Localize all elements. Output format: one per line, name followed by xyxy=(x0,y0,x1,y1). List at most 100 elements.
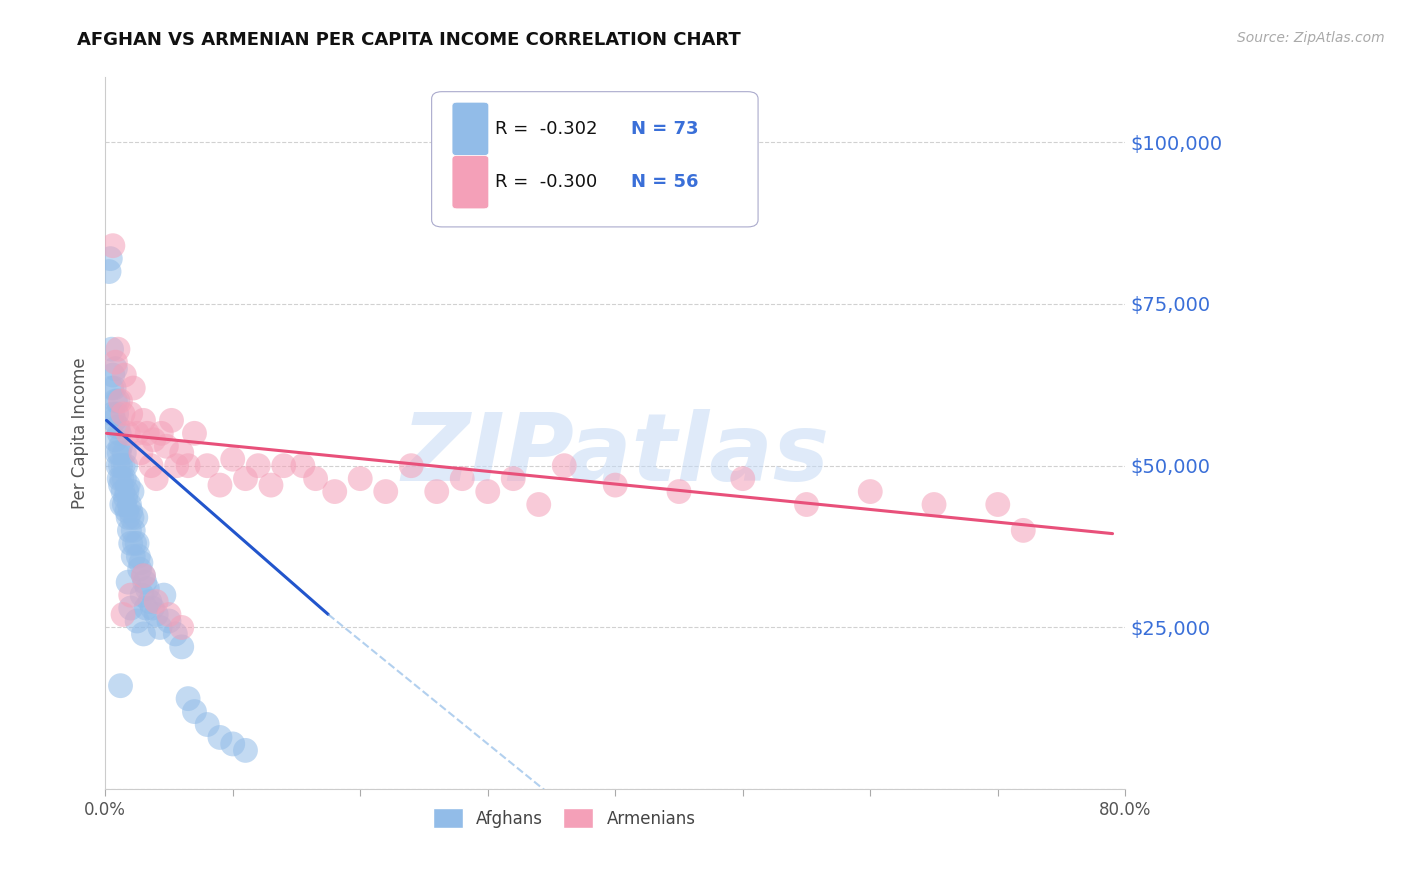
Point xyxy=(153,588,176,602)
Point xyxy=(117,575,139,590)
Point xyxy=(1012,524,1035,538)
Point xyxy=(157,614,180,628)
Point xyxy=(108,426,131,441)
Point xyxy=(155,439,177,453)
Text: N = 73: N = 73 xyxy=(630,120,697,138)
Point xyxy=(101,238,124,252)
Point xyxy=(121,484,143,499)
Point xyxy=(115,504,138,518)
Point xyxy=(323,484,346,499)
Point xyxy=(141,601,163,615)
Point xyxy=(165,627,187,641)
Text: N = 56: N = 56 xyxy=(630,173,697,191)
Point xyxy=(668,484,690,499)
Point xyxy=(195,717,218,731)
Point xyxy=(98,252,121,266)
Point xyxy=(105,446,128,460)
Point xyxy=(139,458,162,473)
Point xyxy=(100,381,122,395)
Point xyxy=(103,413,125,427)
Point xyxy=(125,510,148,524)
Point xyxy=(145,594,167,608)
Point xyxy=(111,498,134,512)
Point xyxy=(157,607,180,622)
Point xyxy=(426,484,449,499)
Point xyxy=(107,458,129,473)
Point xyxy=(177,458,200,473)
Point xyxy=(135,601,157,615)
Point xyxy=(166,458,188,473)
Point xyxy=(112,368,135,383)
Point xyxy=(208,731,231,745)
Point xyxy=(107,394,129,409)
Point xyxy=(235,743,257,757)
Point xyxy=(104,394,127,409)
Point xyxy=(922,498,945,512)
Point xyxy=(112,446,135,460)
Point xyxy=(114,491,136,505)
Point xyxy=(553,458,575,473)
Text: Source: ZipAtlas.com: Source: ZipAtlas.com xyxy=(1237,31,1385,45)
Point xyxy=(235,472,257,486)
Point xyxy=(222,452,245,467)
Point xyxy=(127,549,149,564)
Point xyxy=(195,458,218,473)
Point xyxy=(132,627,155,641)
Point xyxy=(120,588,142,602)
Point xyxy=(117,478,139,492)
Point xyxy=(502,472,524,486)
Point xyxy=(115,484,138,499)
Point xyxy=(104,433,127,447)
Point xyxy=(132,568,155,582)
Point xyxy=(120,407,142,421)
Point xyxy=(291,458,314,473)
Point xyxy=(987,498,1010,512)
Legend: Afghans, Armenians: Afghans, Armenians xyxy=(426,802,702,834)
Point xyxy=(131,588,153,602)
Point xyxy=(139,594,162,608)
Point xyxy=(104,361,127,376)
Point xyxy=(527,498,550,512)
Point xyxy=(273,458,295,473)
Point xyxy=(145,472,167,486)
Point xyxy=(98,264,121,278)
Point xyxy=(117,510,139,524)
Point xyxy=(118,524,141,538)
Point xyxy=(142,433,165,447)
Point xyxy=(149,620,172,634)
Text: AFGHAN VS ARMENIAN PER CAPITA INCOME CORRELATION CHART: AFGHAN VS ARMENIAN PER CAPITA INCOME COR… xyxy=(77,31,741,49)
Point xyxy=(183,705,205,719)
Point xyxy=(100,342,122,356)
Point xyxy=(101,368,124,383)
Point xyxy=(121,510,143,524)
Point xyxy=(731,472,754,486)
Point xyxy=(120,504,142,518)
Point xyxy=(122,549,145,564)
Point xyxy=(208,478,231,492)
Point xyxy=(136,582,159,596)
Point xyxy=(101,407,124,421)
Point xyxy=(222,737,245,751)
Point xyxy=(605,478,627,492)
Point xyxy=(304,472,326,486)
Point xyxy=(134,575,156,590)
Text: ZIPatlas: ZIPatlas xyxy=(401,409,830,500)
Text: R =  -0.302: R = -0.302 xyxy=(495,120,598,138)
Point xyxy=(104,355,127,369)
Point xyxy=(105,407,128,421)
Point xyxy=(170,620,193,634)
Point xyxy=(128,562,150,576)
Point xyxy=(260,478,283,492)
FancyBboxPatch shape xyxy=(453,103,489,155)
Point xyxy=(112,472,135,486)
Point xyxy=(118,498,141,512)
Point xyxy=(132,568,155,582)
Point xyxy=(150,426,173,441)
Point xyxy=(129,446,152,460)
Point xyxy=(117,426,139,441)
Point xyxy=(110,679,132,693)
Point xyxy=(451,472,474,486)
Point xyxy=(160,413,183,427)
Point xyxy=(111,472,134,486)
Point xyxy=(120,601,142,615)
